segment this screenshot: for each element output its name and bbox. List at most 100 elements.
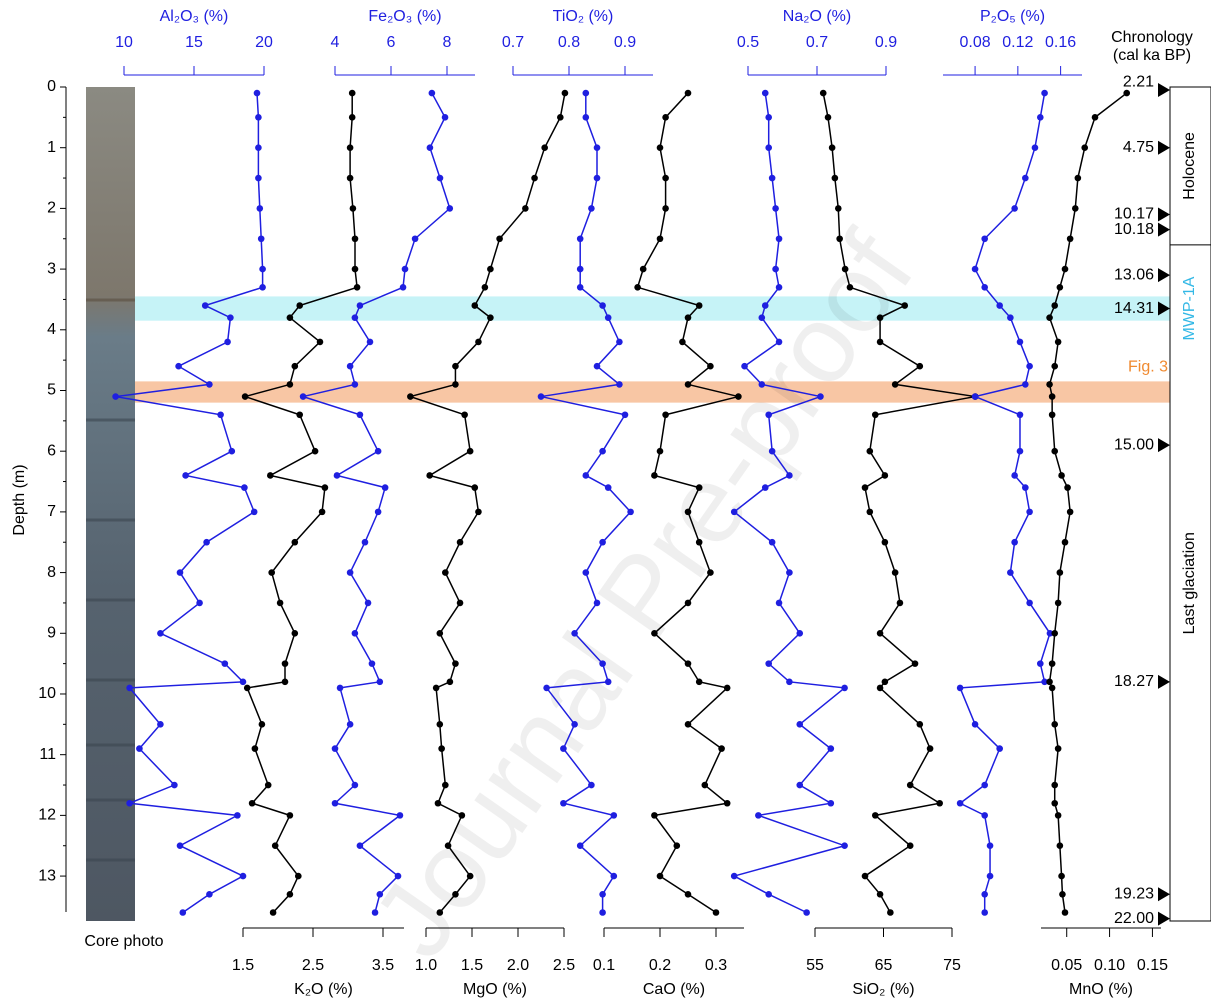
data-point — [351, 314, 359, 321]
data-point — [349, 205, 357, 212]
data-point — [1123, 89, 1131, 97]
data-point — [253, 89, 261, 97]
data-point — [428, 89, 436, 97]
x-axis-title: TiO₂ (%) — [553, 8, 614, 25]
y-tick-label: 7 — [47, 503, 56, 520]
y-tick-label: 6 — [47, 442, 56, 459]
data-point — [576, 235, 584, 243]
data-point — [436, 721, 444, 728]
data-point — [876, 314, 884, 321]
chronology-marker — [1158, 911, 1170, 926]
data-point — [656, 447, 664, 455]
data-point — [1016, 411, 1024, 419]
data-point — [281, 660, 289, 667]
x-tick-label: 0.05 — [1051, 957, 1082, 974]
chronology-label: 10.18 — [1114, 221, 1154, 238]
x-axis-title: Al₂O₃ (%) — [160, 8, 229, 25]
data-point — [1054, 812, 1062, 819]
chronology-label: 22.00 — [1114, 910, 1154, 927]
data-point — [707, 569, 714, 576]
data-point — [1061, 265, 1069, 273]
data-point — [442, 569, 449, 576]
data-point — [956, 799, 964, 807]
data-point — [981, 909, 988, 916]
x-axis-title: K₂O (%) — [294, 981, 353, 998]
data-point — [981, 781, 988, 789]
y-tick-label: 12 — [38, 807, 56, 824]
data-point — [366, 338, 374, 346]
data-point — [1011, 472, 1018, 479]
data-point — [765, 890, 772, 898]
data-point — [634, 284, 641, 291]
x-tick-label: 2.5 — [553, 957, 575, 974]
data-point — [176, 842, 184, 850]
data-point — [206, 381, 213, 388]
data-point — [834, 205, 842, 212]
data-point — [452, 381, 459, 388]
x-tick-label: 0.08 — [960, 34, 991, 51]
data-point — [295, 872, 302, 880]
x-axis-title: CaO (%) — [643, 981, 705, 998]
data-point — [157, 629, 164, 637]
data-point — [768, 447, 776, 455]
data-point — [775, 599, 783, 607]
data-point — [786, 472, 793, 479]
data-point — [775, 235, 783, 243]
data-point — [269, 909, 277, 916]
y-tick-label: 4 — [47, 321, 56, 338]
data-point — [276, 599, 284, 607]
chronology-marker — [1158, 83, 1170, 98]
data-point — [1048, 411, 1056, 419]
data-point — [1074, 174, 1082, 182]
x-tick-label: 10 — [115, 34, 133, 51]
data-point — [817, 393, 824, 400]
data-point — [1056, 284, 1064, 291]
data-point — [112, 393, 119, 400]
data-point — [286, 381, 294, 388]
data-point — [1051, 362, 1059, 370]
data-point — [616, 381, 623, 388]
data-point — [831, 174, 839, 182]
data-point — [1064, 484, 1071, 491]
data-point — [1011, 538, 1018, 546]
data-point — [346, 362, 354, 370]
y-tick-label: 1 — [47, 139, 56, 156]
data-point — [662, 411, 669, 419]
data-point — [684, 890, 692, 898]
data-point — [1022, 484, 1029, 491]
data-point — [356, 842, 364, 850]
data-point — [217, 411, 224, 419]
data-point — [765, 144, 772, 151]
data-point — [656, 235, 664, 243]
core-label: Core photo — [84, 933, 163, 950]
y-tick-label: 0 — [47, 78, 56, 95]
y-tick-label: 10 — [38, 685, 56, 702]
data-point — [1022, 381, 1029, 388]
data-point — [353, 284, 361, 291]
data-point — [175, 362, 182, 370]
data-point — [543, 684, 550, 692]
data-point — [401, 265, 409, 273]
series-line — [300, 92, 451, 913]
data-point — [224, 338, 231, 346]
data-point — [588, 205, 595, 212]
data-point — [264, 781, 272, 789]
data-point — [896, 599, 904, 607]
data-point — [775, 338, 783, 346]
y-tick-label: 3 — [47, 260, 56, 277]
data-point — [604, 484, 612, 491]
x-axis-title: SiO₂ (%) — [852, 981, 914, 998]
data-point — [126, 799, 133, 807]
data-point — [436, 174, 444, 182]
data-point — [356, 302, 364, 309]
data-point — [981, 284, 988, 291]
data-point — [1054, 599, 1062, 607]
y-tick-label: 2 — [47, 200, 56, 217]
data-point — [206, 890, 213, 898]
data-point — [651, 472, 658, 479]
data-point — [531, 174, 538, 182]
data-point — [243, 684, 251, 692]
data-point — [827, 799, 835, 807]
data-point — [291, 629, 299, 637]
